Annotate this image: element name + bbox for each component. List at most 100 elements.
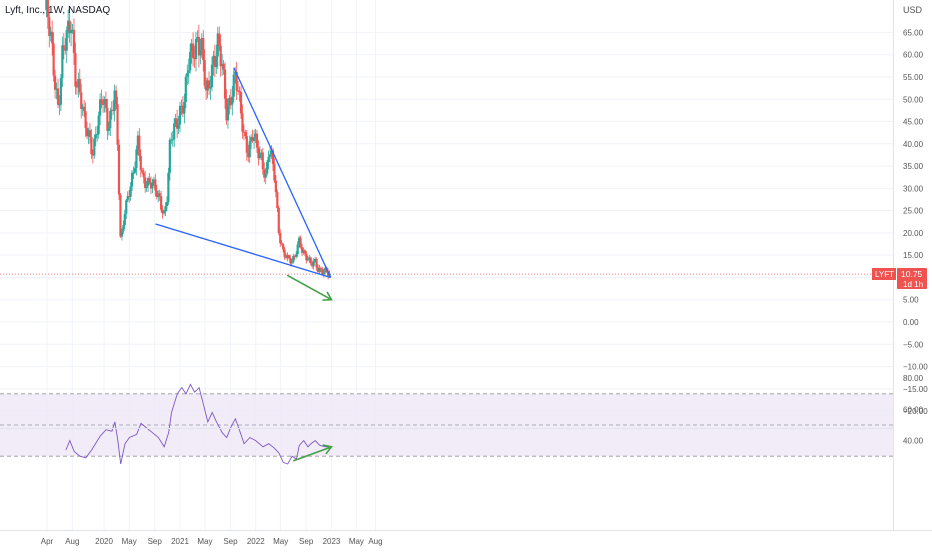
- candle-body: [67, 20, 70, 30]
- candle-body: [180, 105, 183, 107]
- candle-body: [52, 43, 55, 76]
- time-tick-label: 2020: [95, 537, 113, 546]
- candle-body: [132, 172, 135, 174]
- candle-body: [177, 124, 180, 129]
- candle-body: [295, 254, 298, 257]
- candle-body: [174, 118, 177, 124]
- rsi-divergence-arrow-head: [322, 444, 333, 455]
- candle-body: [173, 123, 176, 140]
- candle-body: [74, 53, 77, 87]
- candle-body: [213, 55, 216, 68]
- candle-body: [218, 33, 221, 46]
- candle-body: [306, 259, 309, 261]
- candle-body: [248, 141, 251, 158]
- candle-body: [238, 90, 241, 92]
- trendline-lower-support: [155, 223, 331, 279]
- candle-body: [264, 173, 267, 178]
- candle-body: [119, 194, 122, 237]
- candle-body: [65, 29, 68, 51]
- candle-body: [242, 131, 246, 133]
- candle-body: [226, 105, 230, 121]
- candle-body: [80, 92, 83, 109]
- symbol-tag-label: LYFT: [875, 270, 894, 279]
- candle-body: [286, 255, 289, 258]
- candle-body: [206, 80, 209, 91]
- candle-body: [319, 268, 322, 270]
- candle-body: [309, 257, 312, 264]
- candle-body: [254, 133, 257, 138]
- candle-body: [181, 105, 185, 114]
- series-layer: [45, 0, 331, 465]
- candle-body: [97, 115, 100, 134]
- candle-body: [316, 267, 320, 272]
- candle-body: [258, 153, 261, 159]
- time-tick-label: Sep: [148, 537, 163, 546]
- candle-body: [91, 154, 94, 156]
- candle-body: [165, 201, 169, 207]
- candle-body: [298, 237, 301, 245]
- candle-body: [296, 244, 299, 255]
- candle-body: [109, 111, 112, 129]
- rsi-tick-label: 80.00: [903, 374, 924, 383]
- candle-body: [107, 128, 110, 131]
- candle-body: [135, 149, 138, 169]
- price-tick-label: 20.00: [903, 229, 924, 238]
- currency-label: USD: [903, 5, 923, 15]
- candle-body: [45, 0, 48, 11]
- candle-body: [154, 179, 157, 191]
- candle-body: [155, 190, 158, 198]
- candle-body: [161, 209, 164, 214]
- candle-body: [151, 182, 154, 189]
- candle-body: [78, 78, 81, 93]
- candle-body: [196, 37, 199, 40]
- candle-body: [216, 33, 219, 57]
- candle-body: [100, 99, 103, 104]
- candle-body: [245, 136, 248, 153]
- candle-body: [187, 70, 190, 74]
- price-tick-label: 30.00: [903, 184, 924, 193]
- candle-body: [133, 168, 137, 173]
- candle-body: [305, 253, 308, 261]
- rsi-line: [65, 383, 330, 465]
- time-tick-label: May: [122, 537, 137, 546]
- candle-body: [189, 51, 192, 71]
- price-tick-label: 40.00: [903, 140, 924, 149]
- price-tick-label: 5.00: [903, 296, 919, 305]
- candle-body: [257, 147, 260, 159]
- candle-body: [145, 185, 148, 188]
- candle-body: [303, 250, 307, 254]
- candle-body: [160, 196, 163, 210]
- time-tick-label: Aug: [65, 537, 79, 546]
- candle-body: [126, 195, 129, 201]
- candle-body: [142, 172, 145, 178]
- candle-body: [96, 133, 99, 135]
- candle-body: [277, 208, 280, 234]
- candle-body: [186, 73, 189, 77]
- candle-body: [112, 109, 115, 111]
- price-tick-label: 0.00: [903, 318, 919, 327]
- candle-body: [234, 71, 237, 75]
- candle-body: [250, 137, 253, 142]
- candle-body: [247, 152, 250, 158]
- candle-body: [210, 64, 214, 88]
- candle-body: [136, 135, 139, 150]
- candle-body: [231, 96, 234, 105]
- axis-layer: Apr Aug 2020 May Sep 2021 May Sep 2022 May Sep 2023…: [41, 28, 928, 546]
- candle-body: [293, 256, 296, 258]
- time-tick-label: May: [273, 537, 288, 546]
- candle-body: [94, 134, 97, 139]
- candle-body: [244, 132, 247, 137]
- price-tag-value: 10.75: [901, 269, 923, 279]
- candle-body: [229, 97, 232, 105]
- candle-body: [232, 74, 235, 97]
- drawings-layer: [155, 67, 333, 462]
- candle-body: [130, 172, 134, 187]
- candle-body: [200, 37, 203, 51]
- candle-body: [292, 256, 295, 263]
- candle-body: [312, 261, 315, 267]
- rsi-tick-label: 60.00: [903, 405, 924, 414]
- candle-body: [55, 88, 58, 90]
- candle-body: [267, 156, 270, 162]
- candle-body: [51, 31, 54, 44]
- candle-body: [139, 155, 142, 171]
